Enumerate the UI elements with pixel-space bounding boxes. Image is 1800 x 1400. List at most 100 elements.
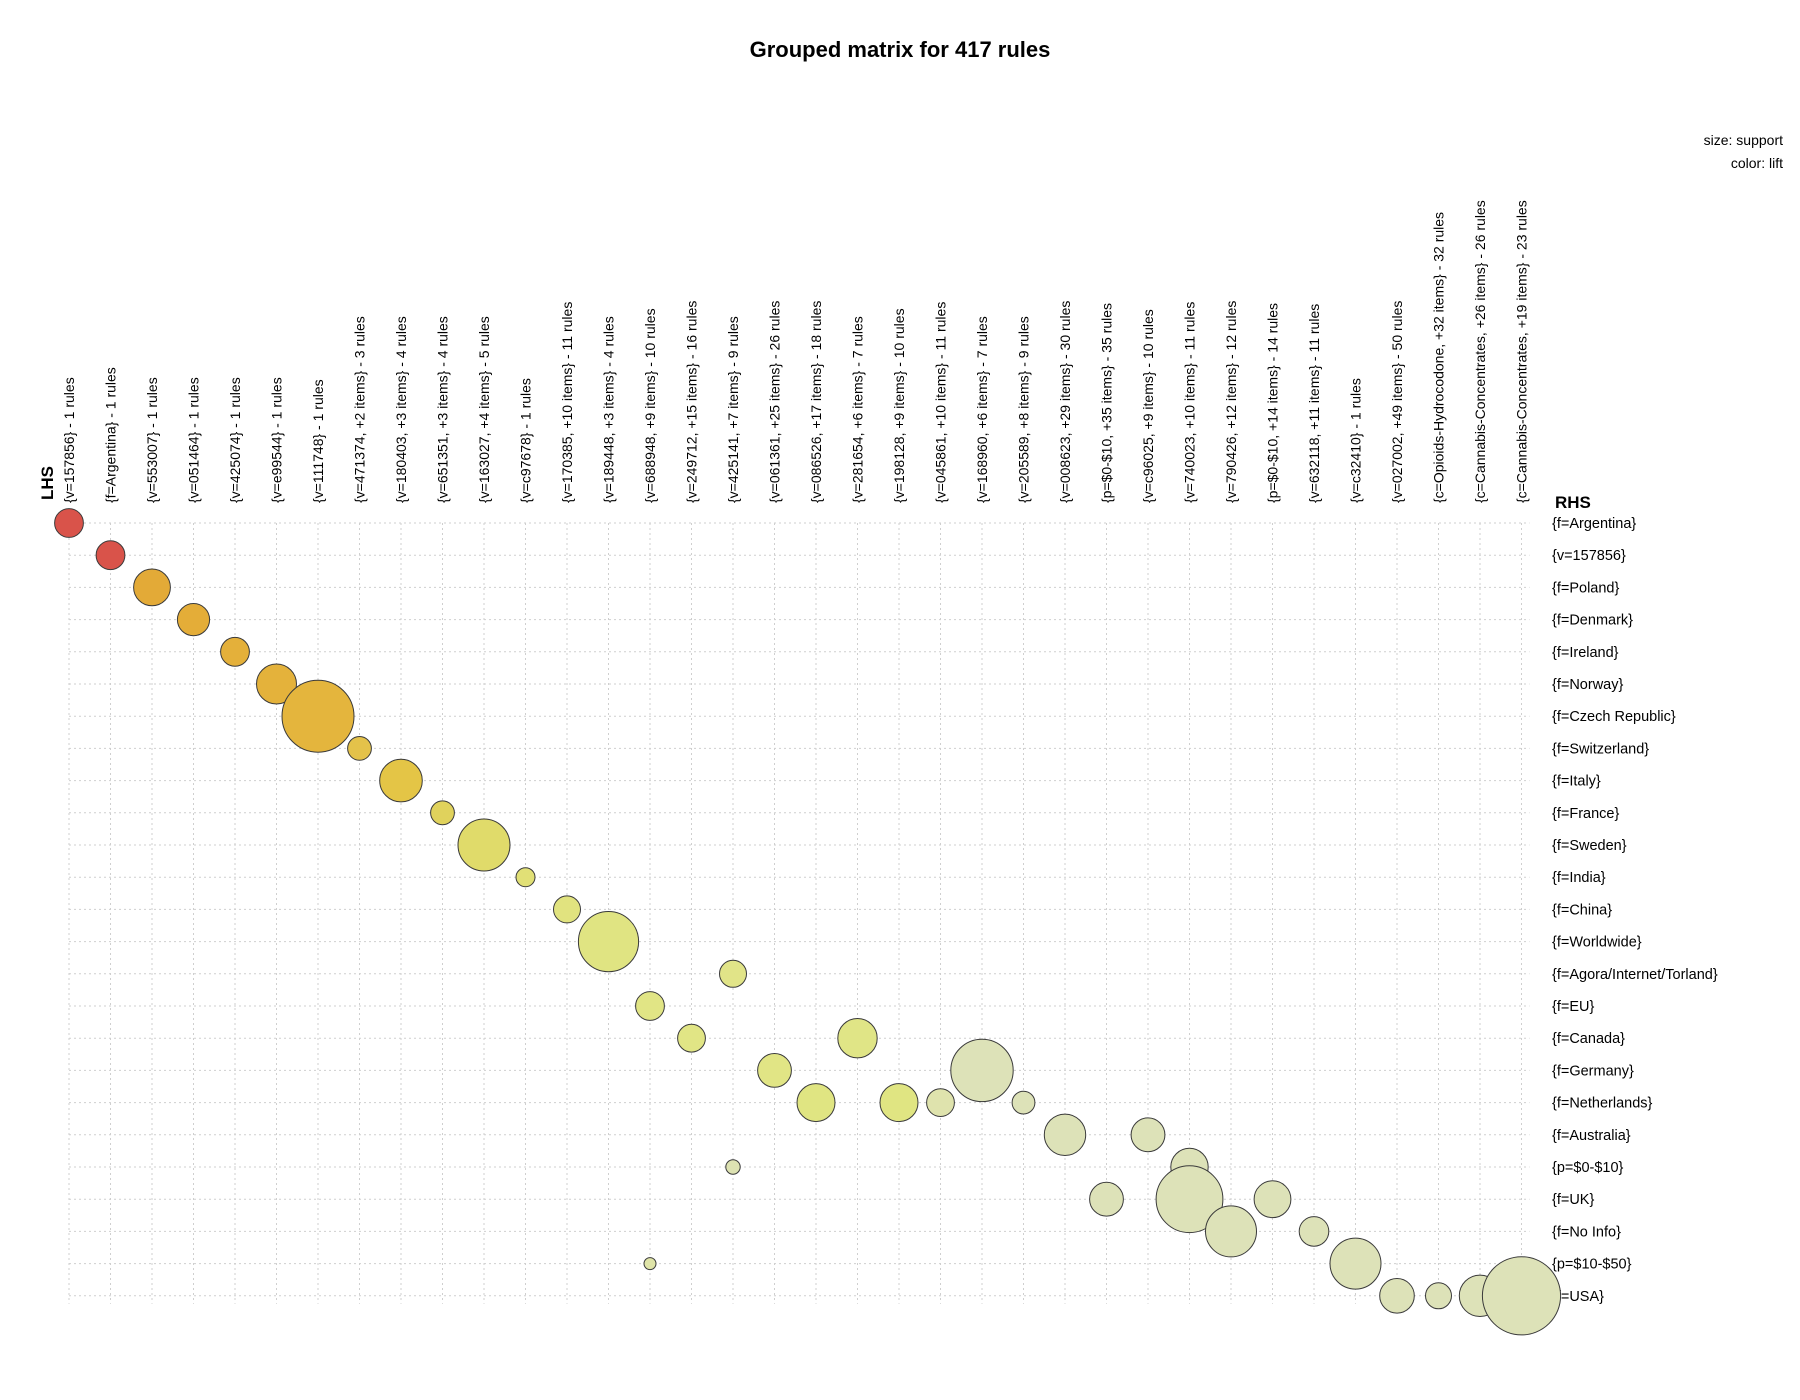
rule-group-bubble — [1205, 1205, 1257, 1258]
rule-group-bubble — [379, 758, 423, 803]
rhs-item-label: {f=China} — [1552, 902, 1612, 918]
lhs-group-label: {f=Argentina} - 1 rules — [103, 367, 119, 503]
rule-group-bubble — [347, 736, 372, 761]
rhs-item-label: {f=Sweden} — [1552, 838, 1627, 854]
lhs-group-labels: {v=157856} - 1 rules {f=Argentina} - 1 ru… — [61, 200, 1530, 503]
lhs-group-label: {v=c97678} - 1 rules — [518, 378, 534, 503]
rhs-item-label: {f=Australia} — [1552, 1128, 1631, 1144]
lhs-group-label: {v=027002, +49 items} - 50 rules — [1389, 301, 1405, 503]
rule-group-bubble — [577, 911, 640, 973]
lhs-group-label: {v=281654, +6 items} - 7 rules — [850, 316, 866, 503]
rhs-item-label: {p=$0-$10} — [1552, 1160, 1624, 1176]
rule-group-bubble — [430, 800, 455, 826]
lhs-group-label: {c=Cannabis-Concentrates, +19 items} - 2… — [1514, 200, 1530, 503]
rule-group-bubble — [635, 991, 665, 1021]
rhs-item-label: {f=Italy} — [1552, 774, 1601, 790]
lhs-group-label: {v=198128, +9 items} - 10 rules — [891, 308, 907, 503]
lhs-group-label: {v=168960, +6 items} - 7 rules — [974, 316, 990, 503]
rhs-item-label: {f=Germany} — [1552, 1063, 1634, 1079]
lhs-group-label: {v=008623, +29 items} - 30 rules — [1057, 301, 1073, 503]
rhs-item-label: {f=No Info} — [1552, 1224, 1621, 1240]
lhs-group-label: {v=e99544} - 1 rules — [269, 377, 285, 503]
lhs-group-label: {c=Opioids-Hydrocodone, +32 items} - 32 … — [1431, 212, 1447, 503]
lhs-group-label: {v=111748} - 1 rules — [310, 379, 326, 503]
rhs-item-label: {f=USA} — [1552, 1289, 1604, 1305]
lhs-group-label: {v=471374, +2 items} - 3 rules — [352, 316, 368, 503]
lhs-group-label: {v=189448, +3 items} - 4 rules — [601, 316, 617, 503]
rhs-item-label: {f=Denmark} — [1552, 613, 1633, 629]
rhs-item-label: {f=Switzerland} — [1552, 741, 1649, 757]
rule-group-bubble — [1298, 1216, 1330, 1247]
rule-group-bubble — [176, 603, 211, 637]
rhs-item-label: {f=India} — [1552, 870, 1606, 886]
lhs-group-label: {v=c32410} - 1 rules — [1348, 378, 1364, 503]
lhs-group-label: {p=$0-$10, +14 items} - 14 rules — [1265, 303, 1281, 503]
lhs-axis-label: LHS — [38, 466, 57, 500]
rule-group-bubble — [1155, 1165, 1224, 1234]
lhs-group-label: {v=740023, +10 items} - 11 rules — [1182, 302, 1198, 503]
lhs-group-label: {p=$0-$10, +35 items} - 35 rules — [1099, 303, 1115, 503]
rhs-item-label: {f=Poland} — [1552, 580, 1619, 596]
rhs-item-label: {f=France} — [1552, 806, 1619, 822]
rule-group-bubble — [950, 1038, 1014, 1103]
lhs-group-label: {v=651351, +3 items} - 4 rules — [435, 316, 451, 503]
rule-group-bubble — [1011, 1090, 1036, 1115]
rhs-item-label: {f=Norway} — [1552, 677, 1623, 693]
bubbles — [54, 508, 1562, 1336]
lhs-group-label: {c=Cannabis-Concentrates, +26 items} - 2… — [1472, 200, 1488, 503]
rule-group-bubble — [796, 1083, 836, 1123]
rule-group-bubble — [1130, 1117, 1166, 1153]
rule-group-bubble — [879, 1083, 919, 1123]
lhs-group-label: {v=632118, +11 items} - 11 rules — [1306, 304, 1322, 503]
rhs-item-label: {f=Worldwide} — [1552, 935, 1642, 951]
rhs-item-label: {p=$10-$50} — [1552, 1257, 1632, 1273]
lhs-group-label: {v=051464} - 1 rules — [186, 377, 202, 503]
lhs-group-label: {v=790426, +12 items} - 12 rules — [1223, 301, 1239, 503]
rule-group-bubble — [220, 636, 250, 667]
lhs-group-label: {v=553007} - 1 rules — [144, 377, 160, 503]
rhs-item-label: {v=157856} — [1552, 548, 1626, 564]
lhs-group-label: {v=061361, +25 items} - 26 rules — [767, 301, 783, 503]
rule-group-bubble — [1379, 1278, 1415, 1314]
chart-title: Grouped matrix for 417 rules — [750, 37, 1051, 62]
grid — [68, 522, 1530, 1304]
lhs-group-label: {v=180403, +3 items} - 4 rules — [393, 316, 409, 503]
rule-group-bubble — [1481, 1256, 1562, 1336]
rule-group-bubble — [1253, 1180, 1292, 1219]
rule-group-bubble — [1425, 1282, 1452, 1310]
lhs-group-label: {v=249712, +15 items} - 16 rules — [684, 301, 700, 503]
rule-group-bubble — [837, 1017, 878, 1059]
lhs-group-label: {v=163027, +4 items} - 5 rules — [476, 316, 492, 503]
rule-group-bubble — [553, 895, 581, 924]
lhs-group-label: {v=170385, +10 items} - 11 rules — [559, 302, 575, 503]
rhs-item-label: {f=Canada} — [1552, 1031, 1625, 1047]
lhs-group-label: {v=205589, +8 items} - 9 rules — [1016, 316, 1032, 503]
rule-group-bubble — [1089, 1181, 1124, 1217]
rhs-item-label: {f=Ireland} — [1552, 645, 1619, 661]
legend-color-text: color: lift — [1731, 155, 1783, 171]
rhs-item-label: {f=Netherlands} — [1552, 1096, 1653, 1112]
rule-group-bubble — [133, 568, 171, 607]
lhs-group-label: {v=c96025, +9 items} - 10 rules — [1140, 309, 1156, 503]
lhs-group-label: {v=157856} - 1 rules — [61, 377, 77, 503]
rhs-item-label: {f=Argentina} — [1552, 516, 1636, 532]
rule-group-bubble — [256, 663, 297, 705]
lhs-group-label: {v=425141, +7 items} - 9 rules — [725, 316, 741, 503]
rule-group-bubble — [719, 959, 747, 988]
rule-group-bubble — [515, 867, 536, 888]
rhs-item-label: {f=Czech Republic} — [1552, 709, 1676, 725]
rule-group-bubble — [54, 508, 84, 538]
rhs-axis-label: RHS — [1555, 493, 1591, 512]
lhs-group-label: {v=045861, +10 items} - 11 rules — [933, 302, 949, 503]
lhs-group-label: {v=688948, +9 items} - 10 rules — [642, 308, 658, 503]
rule-group-bubble — [1329, 1237, 1382, 1290]
rhs-item-labels: {f=Argentina} {v=157856} {f=Poland} {f=Denm… — [1552, 516, 1718, 1305]
rhs-item-label: {f=EU} — [1552, 999, 1594, 1015]
rule-group-bubble — [677, 1023, 706, 1053]
rule-group-bubble — [95, 540, 126, 571]
lhs-group-label: {v=425074} - 1 rules — [227, 377, 243, 503]
rule-group-bubble — [643, 1257, 657, 1271]
rule-group-bubble — [926, 1088, 955, 1117]
rule-group-bubble — [457, 818, 511, 872]
